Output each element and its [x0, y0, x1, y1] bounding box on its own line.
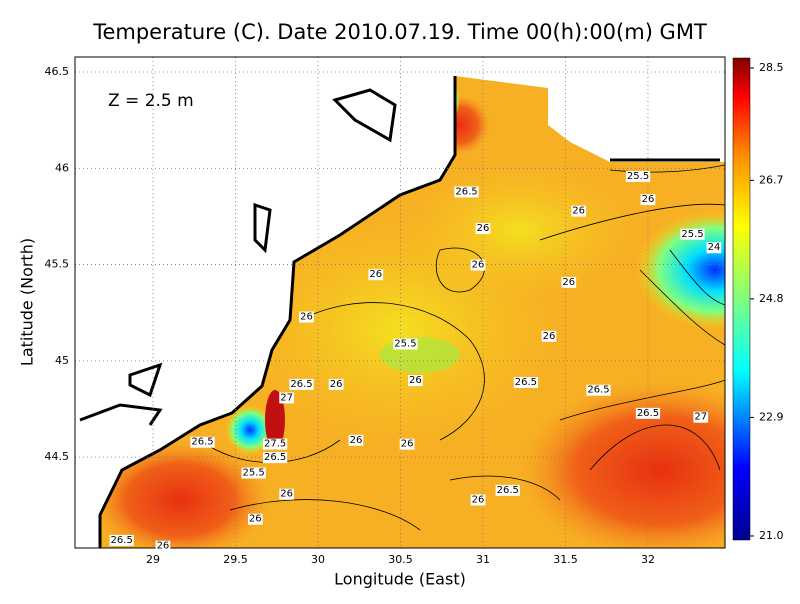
contour-label-box: [155, 540, 171, 552]
contour-label-box: [571, 205, 587, 217]
x-tick-label: 30: [311, 553, 325, 566]
contour-label-box: [368, 269, 384, 281]
contour-label: 26.5: [455, 186, 477, 197]
colorbar-tick-label: 21.0: [759, 529, 784, 542]
contour-label-box: [279, 392, 295, 404]
contour-label-box: [289, 378, 314, 390]
contour-label-box: [470, 259, 486, 271]
title: Temperature (C). Date 2010.07.19. Time 0…: [92, 20, 707, 44]
colorbar-tick-label: 26.7: [759, 173, 784, 186]
contour-label: 26: [369, 269, 382, 280]
contour-label: 26.5: [587, 385, 609, 396]
contour-label-box: [635, 407, 661, 419]
y-tick-label: 45: [55, 354, 69, 367]
x-axis-label: Longitude (East): [334, 570, 466, 589]
contour-label: 26: [477, 223, 490, 234]
contour-label: 25.5: [681, 229, 703, 240]
x-tick-label: 29.5: [223, 553, 248, 566]
contour-label-box: [247, 513, 263, 525]
contour-label-box: [348, 434, 364, 446]
y-tick-label: 46: [55, 161, 69, 174]
contour-label: 26.5: [290, 379, 312, 390]
colorbar-tick-label: 22.9: [759, 410, 784, 423]
contour-label: 26.5: [111, 535, 133, 546]
x-tick-label: 31.5: [553, 553, 578, 566]
contour-label: 26: [642, 194, 655, 205]
contour-label-box: [640, 194, 656, 206]
x-tick-label: 30.5: [388, 553, 413, 566]
contour-label: 27.5: [264, 439, 286, 450]
colorbar-tick-label: 28.5: [759, 61, 784, 74]
contour-label: 26: [350, 435, 363, 446]
grid: [75, 57, 725, 548]
contour-label: 24: [708, 242, 721, 253]
contour-label: 26: [249, 514, 262, 525]
x-tick-label: 29: [146, 553, 160, 566]
contour-label: 26: [562, 277, 575, 288]
x-tick-label: 32: [641, 553, 655, 566]
contour-label: 26: [330, 379, 343, 390]
contour-label-box: [706, 242, 722, 254]
contour-label-box: [495, 484, 520, 496]
contour-label: 27: [694, 412, 707, 423]
contour-label: 26.5: [515, 377, 537, 388]
contour-label: 25.5: [243, 468, 265, 479]
contour-label-box: [625, 170, 651, 182]
contour-label: 26.5: [191, 437, 213, 448]
contour-label-box: [241, 467, 266, 479]
contour-label: 26: [472, 260, 485, 271]
contour-label-box: [475, 222, 491, 234]
contour-label-box: [279, 488, 295, 500]
y-tick-label: 44.5: [45, 450, 70, 463]
contour-label-box: [454, 186, 479, 198]
contour-label-box: [262, 438, 288, 450]
plot-frame: [74, 56, 726, 549]
colorbar: [732, 57, 751, 541]
contour-label: 26: [300, 312, 313, 323]
contour-label: 26.5: [637, 408, 659, 419]
contour-label: 25.5: [627, 171, 649, 182]
y-axis-label: Latitude (North): [18, 238, 37, 366]
depth-annotation: Z = 2.5 m: [108, 91, 194, 111]
contour-label: 26: [280, 489, 293, 500]
contour-label: 26: [157, 541, 170, 552]
colorbar-tick-label: 24.8: [759, 292, 784, 305]
contour-label-box: [561, 276, 577, 288]
y-tick-label: 46.5: [45, 65, 70, 78]
contour-label-box: [470, 494, 486, 506]
y-tick-label: 45.5: [45, 258, 70, 271]
contour-label: 26: [572, 206, 585, 217]
contour-label-box: [541, 330, 557, 342]
x-tick-label: 31: [476, 553, 490, 566]
contour-label: 26: [401, 439, 414, 450]
contour-label-box: [513, 377, 539, 389]
contour-label-box: [586, 384, 611, 396]
contour-label: 26: [409, 375, 422, 386]
contour-label-box: [693, 411, 709, 423]
contour-label: 26: [543, 331, 556, 342]
contour-label-box: [299, 311, 314, 323]
contour-label: 26.5: [497, 485, 519, 496]
contour-label: 26: [472, 494, 485, 505]
contour-label-box: [393, 338, 418, 350]
contour-label: 26.5: [264, 452, 286, 463]
contour-label: 25.5: [394, 339, 416, 350]
contour-label-box: [680, 228, 705, 240]
contour-label-box: [262, 452, 288, 464]
contour-label-box: [407, 375, 423, 387]
contour-label: 27: [280, 392, 293, 403]
coastline: [79, 76, 720, 548]
contour-label-box: [399, 438, 415, 450]
contour-label-box: [190, 436, 215, 448]
contour-label-box: [109, 534, 134, 546]
contour-label-box: [328, 378, 344, 390]
